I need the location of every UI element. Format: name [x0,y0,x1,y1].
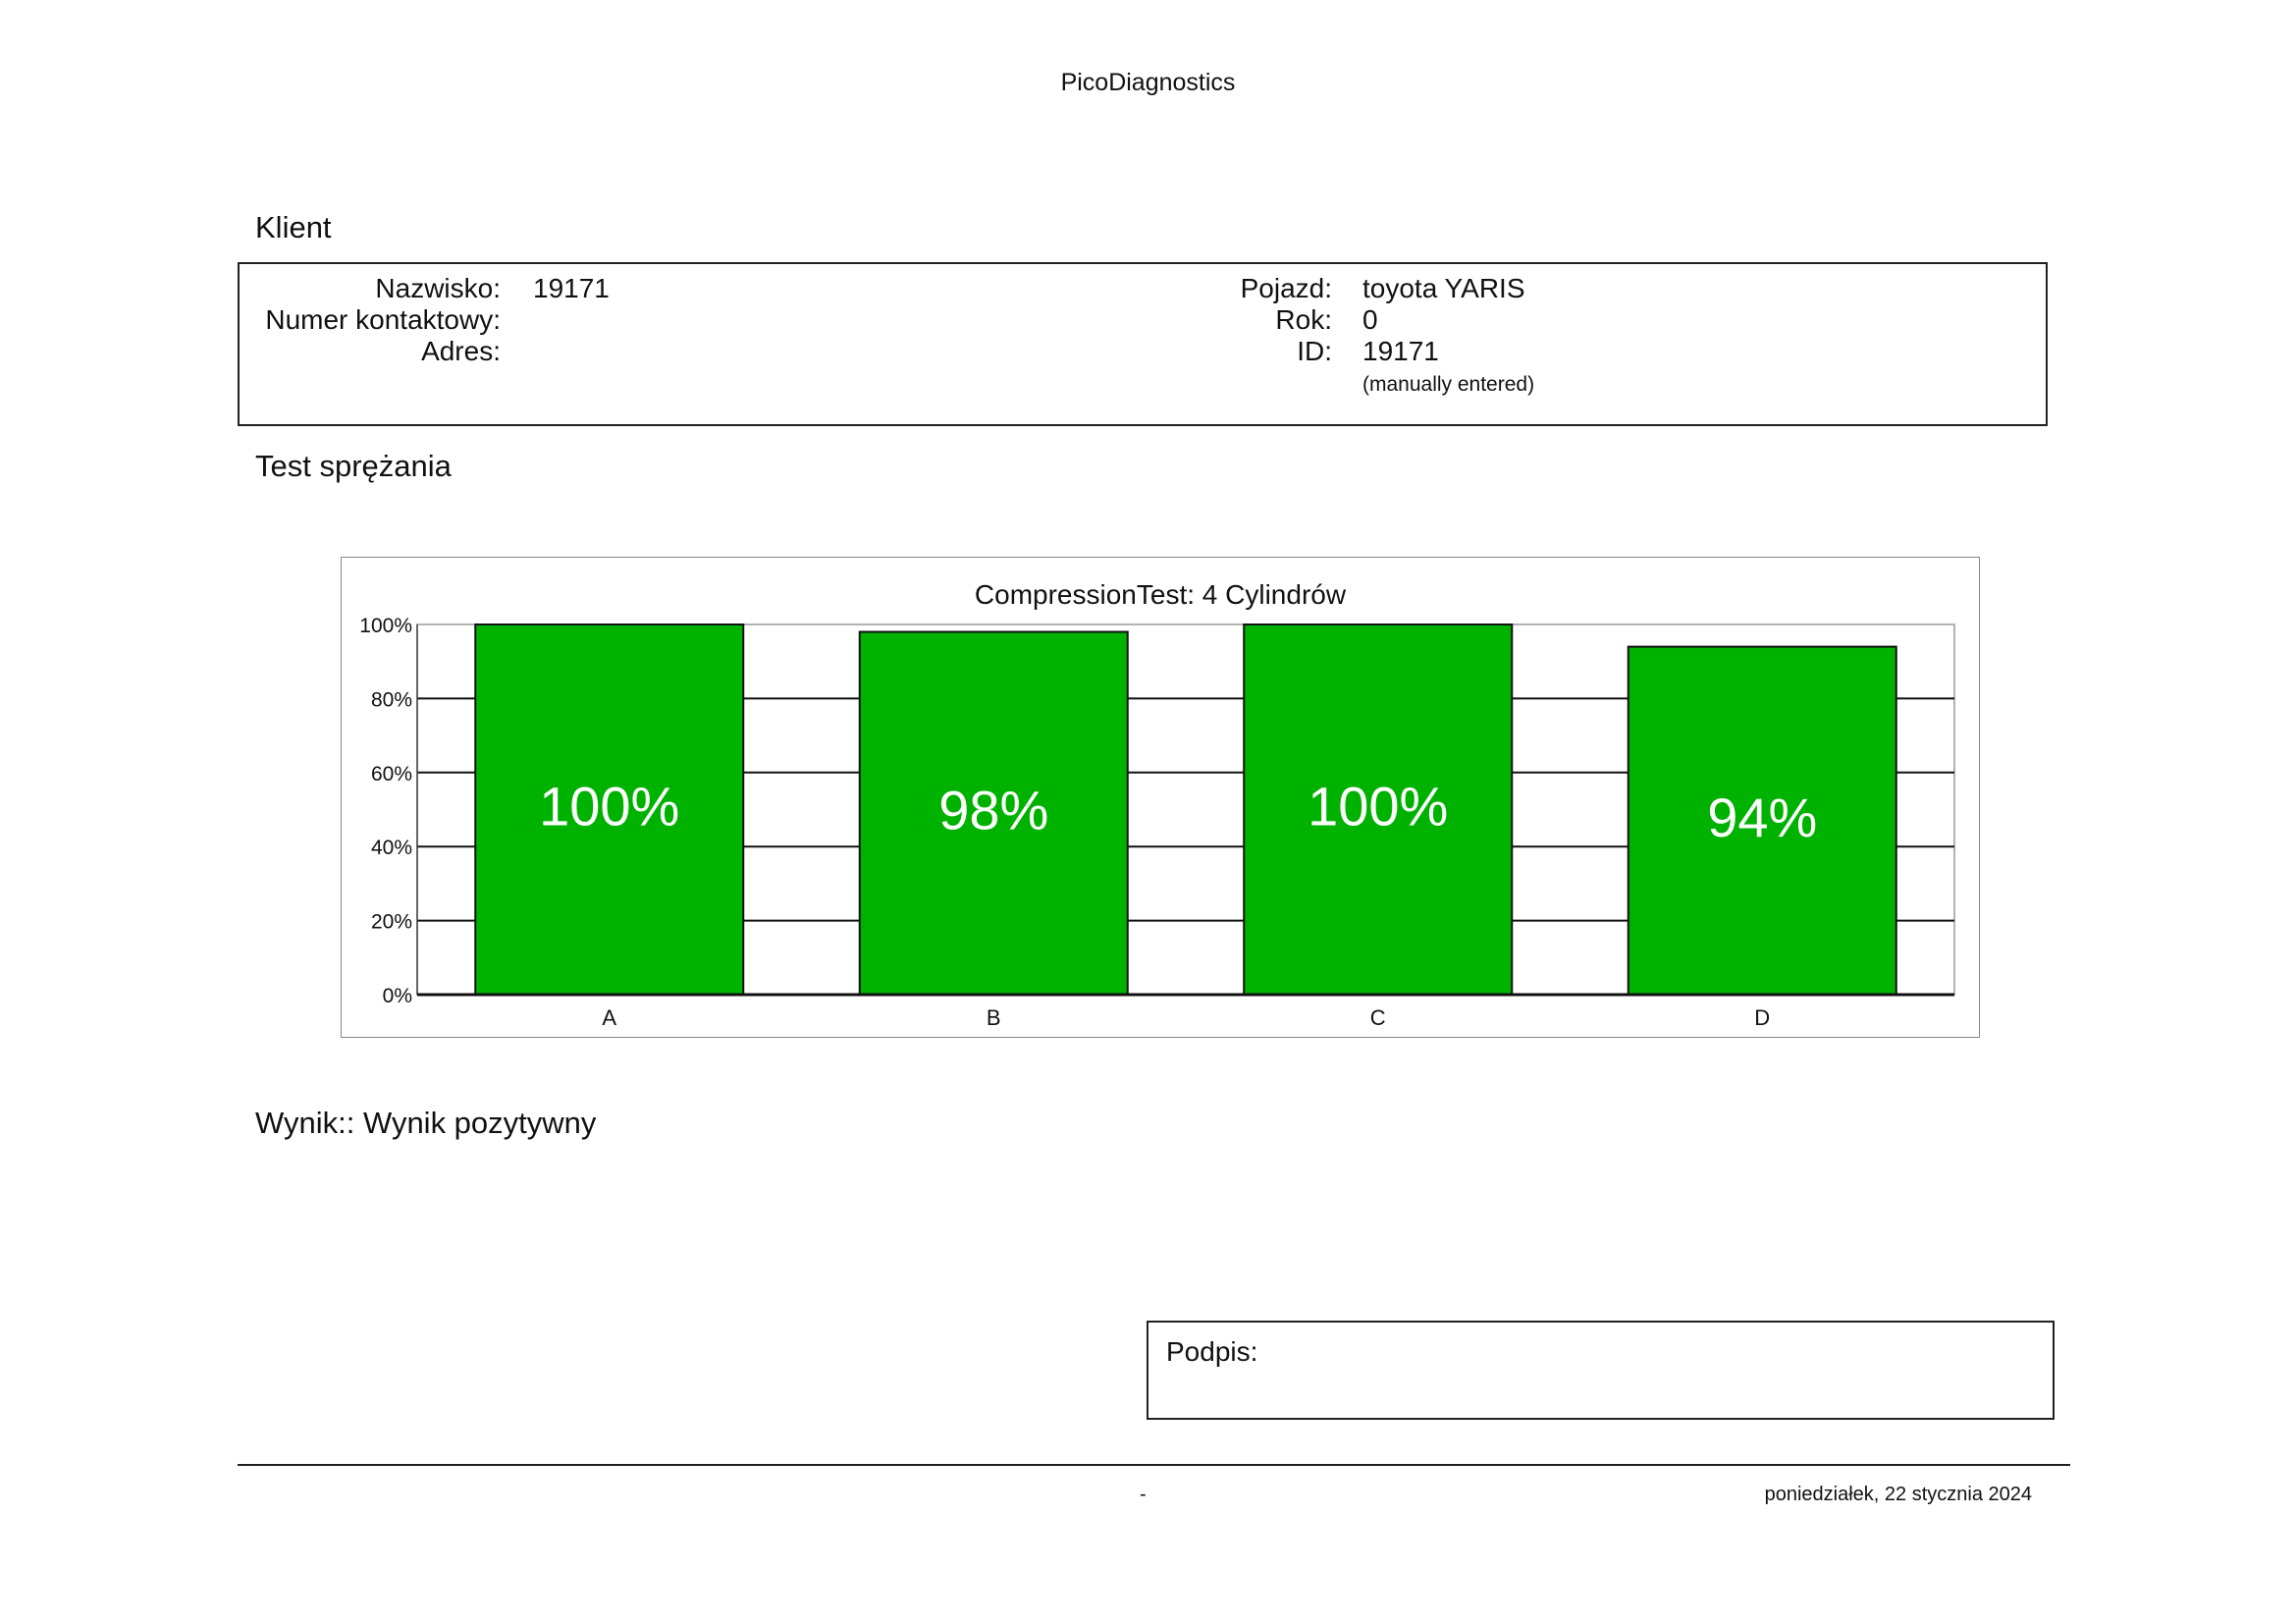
bar-b [858,630,1129,996]
address-label: Adres: [421,336,501,366]
y-tick-label: 80% [371,688,412,711]
chart-title: CompressionTest: 4 Cylindrów [974,579,1347,610]
x-tick-label: C [1370,1005,1386,1030]
x-tick-label: A [602,1005,616,1030]
bar-data-label: 100% [539,776,679,838]
y-tick-label: 60% [371,763,412,785]
app-title: PicoDiagnostics [1060,69,1236,96]
x-tick-label: D [1754,1005,1770,1030]
vehicle-label: Pojazd: [1240,273,1332,303]
footer-date: poniedziałek, 22 stycznia 2024 [1764,1484,2032,1505]
bar-d [1627,645,1897,996]
footer-center: - [1140,1484,1147,1505]
surname-value: 19171 [533,273,610,303]
year-label: Rok: [1275,304,1332,335]
bar-a [474,623,745,996]
id-label: ID: [1297,336,1332,366]
signature-box [1147,1321,2055,1420]
bar-data-label: 98% [938,779,1048,840]
id-value: 19171 [1362,336,1439,366]
bar-data-label: 94% [1707,786,1817,848]
signature-label: Podpis: [1166,1336,1258,1367]
client-section-title: Klient [255,210,332,244]
contact-number-label: Numer kontaktowy: [265,304,501,335]
y-tick-label: 40% [371,837,412,859]
x-tick-label: B [987,1005,1001,1030]
y-tick-label: 0% [383,985,412,1007]
client-info-box [238,262,2048,426]
footer-rule [238,1464,2070,1466]
bar-c [1243,623,1514,996]
test-section-title: Test sprężania [255,449,452,483]
vehicle-value: toyota YARIS [1362,273,1525,303]
year-value: 0 [1362,304,1378,335]
surname-label: Nazwisko: [375,273,501,303]
bar-data-label: 100% [1308,776,1448,838]
y-tick-label: 20% [371,911,412,934]
y-tick-label: 100% [359,615,412,637]
result-text: Wynik:: Wynik pozytywny [255,1106,597,1140]
id-note: (manually entered) [1362,373,1535,396]
